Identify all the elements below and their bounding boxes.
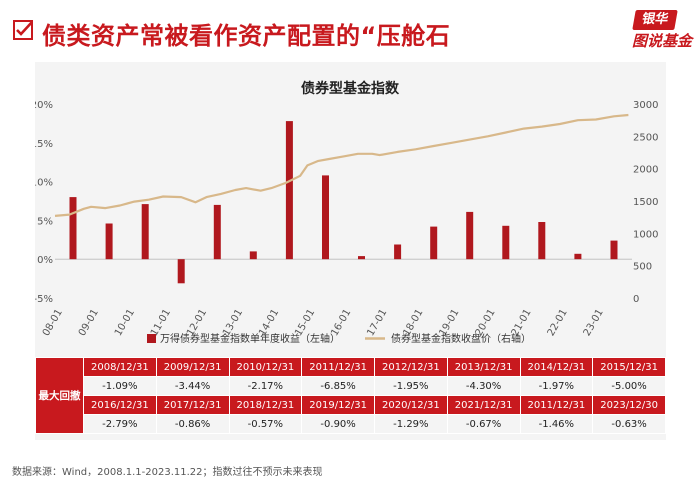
x-axis-tick-label: 22-01: [546, 307, 570, 338]
index-close-line: [54, 113, 629, 217]
legend-bar-swatch: [147, 334, 156, 343]
table-value-cell: -1.97%: [519, 376, 594, 396]
logo-top-text: 银华: [632, 10, 678, 30]
table-value-cell: -0.63%: [592, 414, 666, 434]
table-date-row: 最大回撤 2008/12/31 2009/12/31 2010/12/31 2011/1…: [35, 357, 666, 434]
bar-annual-return: [141, 204, 149, 260]
x-axis-tick-label: 23-01: [582, 307, 606, 338]
bar-annual-return: [249, 251, 257, 260]
bar-annual-return: [538, 222, 546, 260]
table-date-cell: 2011/12/31: [301, 357, 375, 377]
table-value-cell: -0.90%: [301, 414, 375, 434]
table-date-cell: 2010/12/31: [228, 357, 303, 377]
bar-annual-return: [322, 175, 329, 260]
bar-annual-return: [358, 256, 365, 260]
table-date-cell: 2023/12/30: [592, 395, 666, 415]
table-value-row: -2.79% -0.86% -0.57% -0.90% -1.29% -0.67% -1.4…: [36, 414, 666, 434]
left-axis-tick-label: 20%: [35, 100, 53, 111]
bar-annual-return: [610, 240, 618, 260]
bar-annual-return: [466, 211, 474, 260]
bar-annual-return: [285, 121, 293, 260]
table-value-cell: -0.67%: [446, 414, 521, 434]
table-value-row: -1.09% -3.44% -2.17% -6.85% -1.95% -4.30% -1.9…: [36, 376, 666, 396]
table-date-cell: 2015/12/31: [592, 357, 666, 377]
chart-title: 债券型基金指数: [301, 80, 400, 97]
page-title: 债类资产常被看作资产配置的“压舱石: [42, 22, 451, 50]
max-drawdown-table: 最大回撤 2008/12/31 2009/12/31 2010/12/31 2011/1…: [35, 357, 666, 434]
left-axis-tick-label: 5%: [37, 216, 53, 227]
right-axis-tick-label: 2500: [633, 132, 658, 143]
max-drawdown-row-label: 最大回撤: [35, 357, 84, 434]
table-value-cell: -5.00%: [592, 376, 666, 396]
right-axis-tick-label: 2000: [633, 165, 658, 176]
checkbox-check-icon: [13, 20, 33, 40]
table-date-cell: 2017/12/31: [155, 395, 230, 415]
bar-annual-return: [502, 225, 510, 260]
table-date-cell: 2009/12/31: [155, 357, 230, 377]
table-value-cell: -1.95%: [374, 376, 448, 396]
table-date-cell: 2008/12/31: [83, 357, 157, 377]
table-date-cell: 2014/12/31: [519, 357, 594, 377]
table-date-row: 2016/12/31 2017/12/31 2018/12/31 2019/12/31…: [36, 395, 666, 415]
x-axis-tick-label: 10-01: [113, 307, 137, 338]
table-value-cell: -3.44%: [155, 376, 230, 396]
table-value-cell: -1.29%: [374, 414, 448, 434]
bar-annual-return: [105, 223, 113, 260]
table-value-cell: -0.86%: [155, 414, 230, 434]
table-date-cell: 2012/12/31: [374, 357, 448, 377]
table-value-cell: -6.85%: [301, 376, 375, 396]
table-value-cell: -0.57%: [228, 414, 303, 434]
bar-annual-return: [213, 204, 221, 260]
data-source-note: 数据来源：Wind，2008.1.1-2023.11.22；指数过往不预示未来表…: [12, 467, 323, 478]
right-axis-tick-label: 0: [633, 294, 639, 305]
bar-annual-return: [574, 253, 582, 260]
x-axis-tick-label: 08-01: [41, 307, 65, 338]
table-value-cell: -4.30%: [446, 376, 521, 396]
right-axis-tick-label: 3000: [633, 100, 658, 111]
right-axis-tick-label: 1000: [633, 229, 658, 240]
x-axis-tick-label: 09-01: [77, 307, 101, 338]
left-axis-tick-label: 15%: [35, 139, 53, 150]
table-value-cell: -2.79%: [83, 414, 157, 434]
left-axis-tick-label: 10%: [35, 178, 53, 189]
bar-annual-return: [430, 226, 438, 260]
table-value-cell: -1.09%: [83, 376, 157, 396]
x-axis-tick-label: 17-01: [365, 307, 389, 338]
table-date-cell: 2016/12/31: [83, 395, 157, 415]
left-axis-tick-label: -5%: [35, 294, 53, 305]
right-axis-tick-label: 500: [633, 262, 652, 273]
bond-fund-index-chart: 债券型基金指数 20% 15% 10% 5% 0% -5% 3000 2500 2000 1500 1…: [35, 80, 658, 345]
table-date-cell: 2018/12/31: [228, 395, 303, 415]
table-date-cell: 2020/12/31: [374, 395, 448, 415]
table-date-cell: 2013/12/31: [446, 357, 521, 377]
table-value-cell: -2.17%: [228, 376, 303, 396]
table-value-cell: -1.46%: [519, 414, 594, 434]
bar-annual-return: [394, 244, 402, 260]
logo-bottom-text: 图说基金: [631, 32, 692, 50]
bar-annual-return: [177, 259, 185, 284]
header: 债类资产常被看作资产配置的“压舱石 银华 图说基金: [0, 0, 700, 58]
legend-bar-label: 万得债券型基金指数单年度收益（左轴）: [160, 332, 340, 345]
table-date-cell: 2019/12/31: [301, 395, 375, 415]
bar-annual-return: [69, 197, 77, 260]
table-date-cell: 2021/12/31: [446, 395, 521, 415]
table-date-cell: 2011/12/31: [519, 395, 594, 415]
right-axis-tick-label: 1500: [633, 197, 658, 208]
left-axis-tick-label: 0%: [37, 255, 53, 266]
brand-logo: 银华 图说基金: [600, 10, 692, 50]
legend-line-label: 债券型基金指数收盘价（右轴）: [391, 332, 531, 345]
